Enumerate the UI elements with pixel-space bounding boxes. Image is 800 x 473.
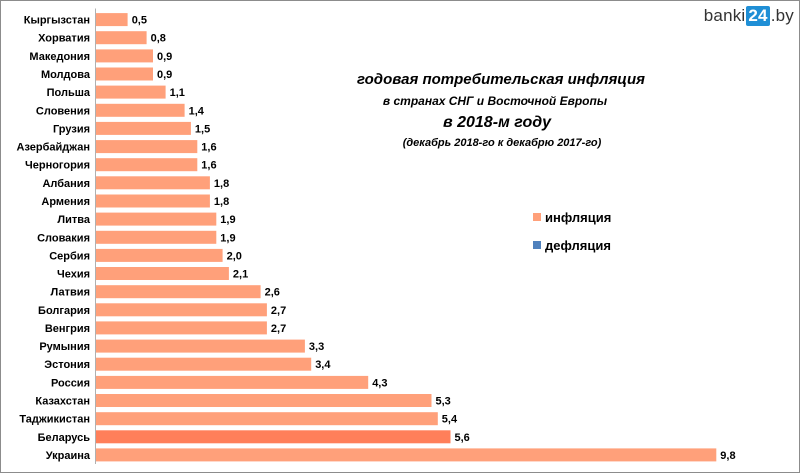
category-label-16: Латвия — [51, 287, 90, 299]
value-label-10: 1,8 — [214, 178, 229, 190]
category-label-22: Казахстан — [35, 396, 90, 408]
value-label-15: 2,1 — [233, 269, 248, 281]
value-label-21: 4,3 — [372, 377, 387, 389]
bar-5 — [96, 85, 166, 99]
value-label-18: 2,7 — [271, 323, 286, 335]
bar-22 — [96, 394, 432, 407]
banki24-logo: banki 24 .by — [704, 6, 794, 26]
value-label-3: 0,9 — [157, 51, 172, 63]
bar-15 — [96, 267, 229, 280]
value-label-20: 3,4 — [315, 359, 331, 371]
bar-4 — [96, 67, 153, 81]
value-label-23: 5,4 — [442, 414, 458, 426]
value-label-4: 0,9 — [157, 69, 172, 81]
category-label-3: Македония — [29, 51, 90, 63]
bar-8 — [96, 140, 198, 154]
bar-25 — [96, 448, 717, 462]
bars-layer — [96, 13, 717, 462]
legend: инфляция дефляция — [533, 210, 611, 253]
value-label-11: 1,8 — [214, 196, 229, 208]
category-label-21: Россия — [51, 377, 90, 389]
value-label-12: 1,9 — [220, 214, 235, 226]
value-label-6: 1,4 — [189, 105, 205, 117]
category-label-1: Кыргызстан — [24, 15, 90, 27]
chart-title-line-1: годовая потребительская инфляция — [357, 71, 645, 88]
legend-swatch-deflation — [533, 241, 541, 249]
value-label-25: 9,8 — [720, 450, 735, 462]
value-label-17: 2,7 — [271, 305, 286, 317]
value-label-16: 2,6 — [265, 287, 280, 299]
value-label-22: 5,3 — [436, 396, 451, 408]
category-label-23: Таджикистан — [19, 414, 90, 426]
category-label-11: Армения — [41, 196, 90, 208]
bar-12 — [96, 212, 217, 226]
value-label-14: 2,0 — [227, 250, 242, 262]
category-label-2: Хорватия — [38, 33, 90, 45]
chart-title-line-2: в странах СНГ и Восточной Европы — [383, 94, 608, 108]
bar-17 — [96, 303, 267, 317]
bar-19 — [96, 339, 305, 353]
category-label-6: Словения — [36, 105, 90, 117]
category-label-25: Украина — [46, 450, 91, 462]
legend-label-inflation: инфляция — [545, 210, 611, 225]
bar-20 — [96, 357, 312, 371]
category-label-14: Сербия — [49, 250, 90, 262]
category-label-19: Румыния — [39, 341, 90, 353]
bar-1 — [96, 13, 128, 27]
value-label-1: 0,5 — [132, 15, 147, 27]
category-label-17: Болгария — [38, 305, 90, 317]
category-label-24: Беларусь — [38, 432, 91, 444]
value-label-9: 1,6 — [201, 160, 216, 172]
bar-16 — [96, 285, 261, 299]
chart-title-line-4: (декабрь 2018-го к декабрю 2017-го) — [403, 137, 602, 149]
category-label-7: Грузия — [53, 123, 90, 135]
bar-23 — [96, 412, 438, 426]
category-label-20: Эстония — [44, 359, 90, 371]
category-label-18: Венгрия — [45, 323, 90, 335]
chart-title: годовая потребительская инфляция в стран… — [357, 71, 645, 149]
bar-7 — [96, 121, 191, 135]
category-label-4: Молдова — [41, 69, 91, 81]
bar-10 — [96, 176, 210, 190]
bar-21 — [96, 375, 369, 389]
bar-14 — [96, 248, 223, 262]
category-label-12: Литва — [57, 214, 90, 226]
chart-title-line-3: в 2018-м году — [443, 114, 552, 131]
category-label-15: Чехия — [57, 269, 90, 281]
value-label-19: 3,3 — [309, 341, 324, 353]
category-labels: Кыргызстан Хорватия Македония Молдова Польша… — [17, 15, 91, 462]
category-label-10: Албания — [42, 178, 90, 190]
bar-18 — [96, 321, 267, 335]
value-label-8: 1,6 — [201, 142, 216, 154]
category-label-13: Словакия — [37, 232, 90, 244]
logo-highlight: 24 — [746, 6, 770, 26]
value-label-7: 1,5 — [195, 123, 210, 135]
bar-11 — [96, 194, 210, 208]
legend-swatch-inflation — [533, 213, 541, 221]
value-label-2: 0,8 — [151, 33, 166, 45]
bar-13 — [96, 230, 217, 244]
category-label-9: Черногория — [25, 160, 90, 172]
bar-3 — [96, 49, 153, 63]
bar-6 — [96, 103, 185, 117]
category-label-5: Польша — [47, 87, 91, 99]
bar-9 — [96, 158, 198, 172]
logo-prefix: banki — [703, 6, 746, 25]
logo-suffix: .by — [770, 6, 794, 25]
bar-24 — [96, 430, 451, 444]
value-labels: 0,5 0,8 0,9 0,9 1,1 1,4 1,5 1,6 1,6 1,8 1,8 1,9 1,9 2… — [132, 15, 736, 462]
value-label-13: 1,9 — [220, 232, 235, 244]
legend-label-deflation: дефляция — [545, 238, 611, 253]
bar-2 — [96, 31, 147, 45]
category-label-8: Азербайджан — [17, 142, 90, 154]
value-label-5: 1,1 — [170, 87, 185, 99]
value-label-24: 5,6 — [455, 432, 470, 444]
